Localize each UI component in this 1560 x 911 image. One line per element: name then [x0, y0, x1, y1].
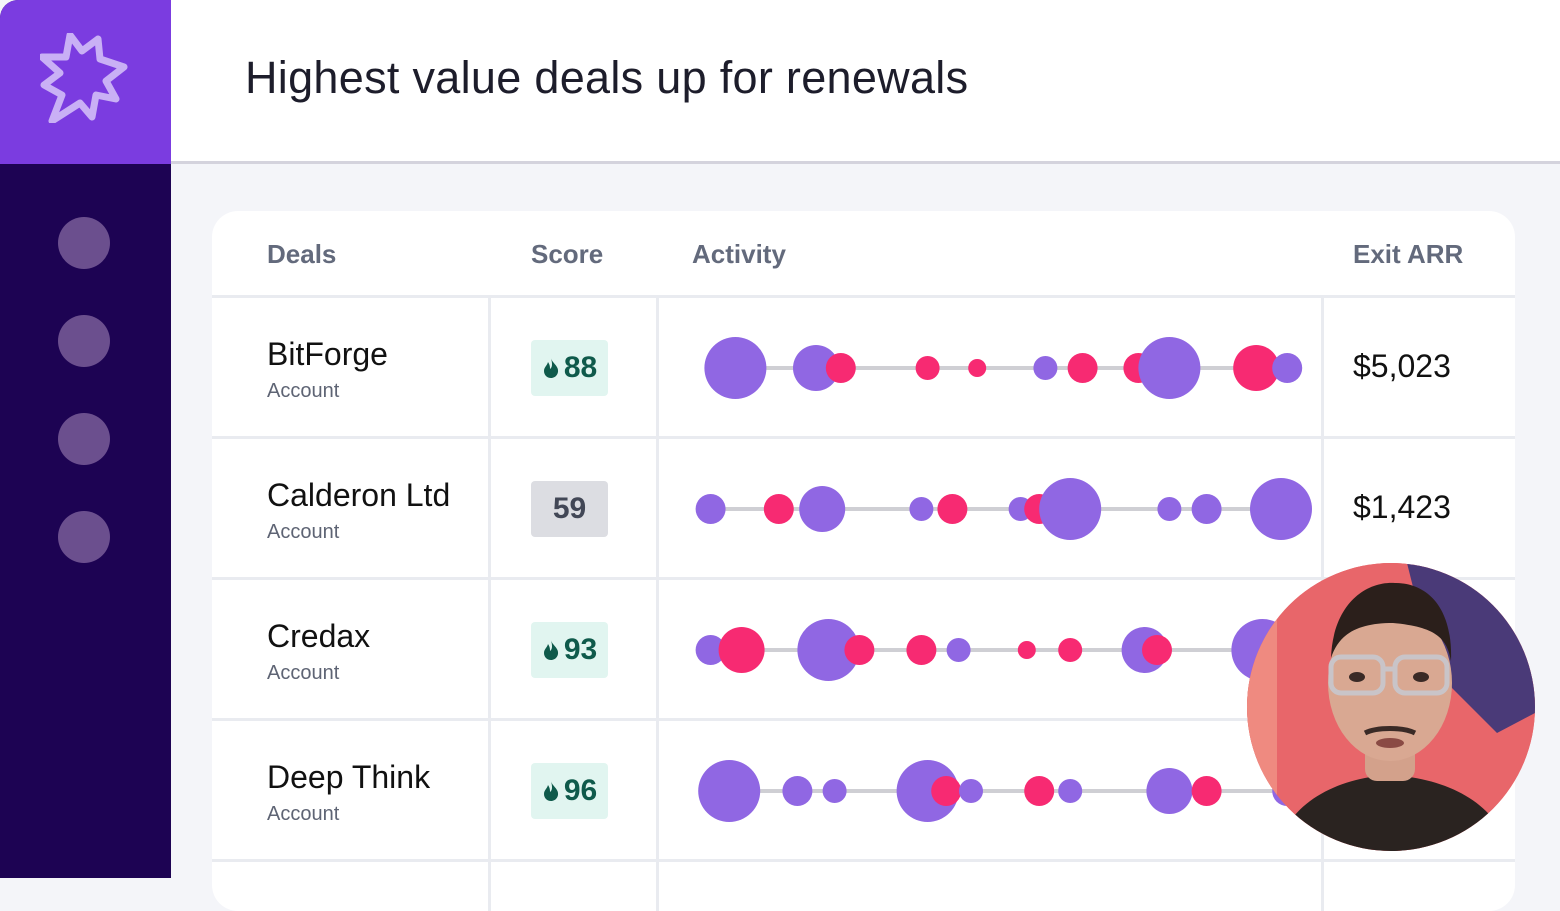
activity-bubble[interactable]: [1024, 776, 1055, 806]
column-header-deals[interactable]: Deals: [267, 239, 337, 269]
score-value: 88: [563, 351, 598, 384]
table-row[interactable]: Credax Account 93: [212, 580, 1515, 720]
activity-timeline: [695, 619, 1294, 681]
score-value: 96: [563, 774, 598, 807]
activity-bubble[interactable]: [1146, 768, 1193, 814]
activity-bubble[interactable]: [968, 359, 987, 377]
activity-timeline: [698, 760, 1303, 822]
deal-name[interactable]: BitForge: [267, 336, 388, 372]
activity-bubble[interactable]: [718, 627, 765, 673]
activity-bubble[interactable]: [1191, 776, 1222, 806]
activity-bubble[interactable]: [906, 635, 937, 665]
activity-bubble[interactable]: [1272, 353, 1303, 383]
deal-name[interactable]: Credax: [267, 618, 371, 654]
score-badge: 88: [531, 340, 608, 396]
nav-item-3[interactable]: [58, 413, 110, 465]
table-row[interactable]: Deep Think Account 96: [212, 721, 1515, 861]
flame-icon: [542, 780, 560, 802]
flame-icon: [542, 357, 560, 379]
deal-type: Account: [267, 662, 340, 684]
activity-timeline: [695, 478, 1312, 540]
page-title: Highest value deals up for renewals: [245, 52, 969, 103]
activity-bubble[interactable]: [1033, 356, 1058, 380]
activity-timeline: [704, 337, 1303, 399]
column-header-exit-arr[interactable]: Exit ARR: [1353, 239, 1464, 269]
activity-bubble[interactable]: [909, 497, 934, 521]
activity-bubble[interactable]: [793, 345, 839, 391]
activity-bubble[interactable]: [797, 619, 860, 681]
logo[interactable]: [0, 0, 171, 164]
nav-item-4[interactable]: [58, 511, 110, 563]
burst-star-icon: [40, 33, 128, 123]
deal-name[interactable]: Calderon Ltd: [267, 477, 451, 513]
score-badge: 59: [531, 481, 608, 537]
activity-bubble[interactable]: [931, 776, 962, 806]
activity-bubble[interactable]: [959, 779, 983, 803]
column-divider: [656, 297, 659, 911]
activity-bubble[interactable]: [1191, 494, 1222, 524]
table-row[interactable]: BitForge Account 88 $5,023: [212, 298, 1515, 438]
activity-bubble[interactable]: [1058, 779, 1083, 803]
score-badge: 93: [531, 622, 608, 678]
presenter-avatar: [1247, 563, 1535, 851]
activity-bubble[interactable]: [1157, 497, 1182, 521]
activity-bubble[interactable]: [1039, 478, 1102, 540]
presenter-video-bubble[interactable]: [1247, 563, 1535, 851]
table-row[interactable]: Calderon Ltd Account 59 $1,423: [212, 439, 1515, 579]
column-header-activity[interactable]: Activity: [692, 239, 786, 269]
divider: [212, 436, 1515, 439]
activity-bubble[interactable]: [695, 635, 726, 665]
activity-bubble[interactable]: [937, 494, 968, 524]
deals-table-card: Deals Score Activity Exit ARR BitForge Ac…: [212, 211, 1515, 911]
activity-bubble[interactable]: [1233, 345, 1280, 391]
page-header: Highest value deals up for renewals: [171, 0, 1560, 164]
exit-arr-value: $1,423: [1353, 489, 1451, 525]
divider: [212, 859, 1515, 862]
deal-type: Account: [267, 803, 340, 825]
divider: [212, 295, 1515, 298]
flame-icon: [542, 639, 560, 661]
activity-bubble[interactable]: [698, 760, 761, 822]
divider: [212, 718, 1515, 721]
activity-bubble[interactable]: [1017, 641, 1036, 659]
activity-bubble[interactable]: [896, 760, 959, 822]
activity-bubble[interactable]: [763, 494, 794, 524]
nav-item-2[interactable]: [58, 315, 110, 367]
activity-bubble[interactable]: [825, 353, 856, 383]
deal-type: Account: [267, 380, 340, 402]
score-badge: 96: [531, 763, 608, 819]
activity-bubble[interactable]: [946, 638, 971, 662]
activity-bubble[interactable]: [1058, 638, 1083, 662]
sidebar: [0, 0, 171, 878]
activity-bubble[interactable]: [782, 776, 813, 806]
deal-type: Account: [267, 521, 340, 543]
deal-name[interactable]: Deep Think: [267, 759, 431, 795]
nav-item-1[interactable]: [58, 217, 110, 269]
activity-bubble[interactable]: [822, 779, 847, 803]
column-header-score[interactable]: Score: [531, 239, 604, 269]
activity-bubble[interactable]: [1138, 337, 1201, 399]
exit-arr-value: $5,023: [1353, 348, 1451, 384]
activity-bubble[interactable]: [695, 494, 726, 524]
activity-bubble[interactable]: [1067, 353, 1098, 383]
activity-bubble[interactable]: [1142, 635, 1172, 665]
activity-bubble[interactable]: [844, 635, 875, 665]
activity-bubble[interactable]: [704, 337, 767, 399]
score-value: 59: [552, 492, 587, 525]
column-divider: [488, 297, 491, 911]
activity-bubble[interactable]: [799, 486, 846, 532]
activity-bubble[interactable]: [1250, 478, 1312, 540]
score-value: 93: [563, 633, 598, 666]
divider: [212, 577, 1515, 580]
activity-bubble[interactable]: [915, 356, 940, 380]
